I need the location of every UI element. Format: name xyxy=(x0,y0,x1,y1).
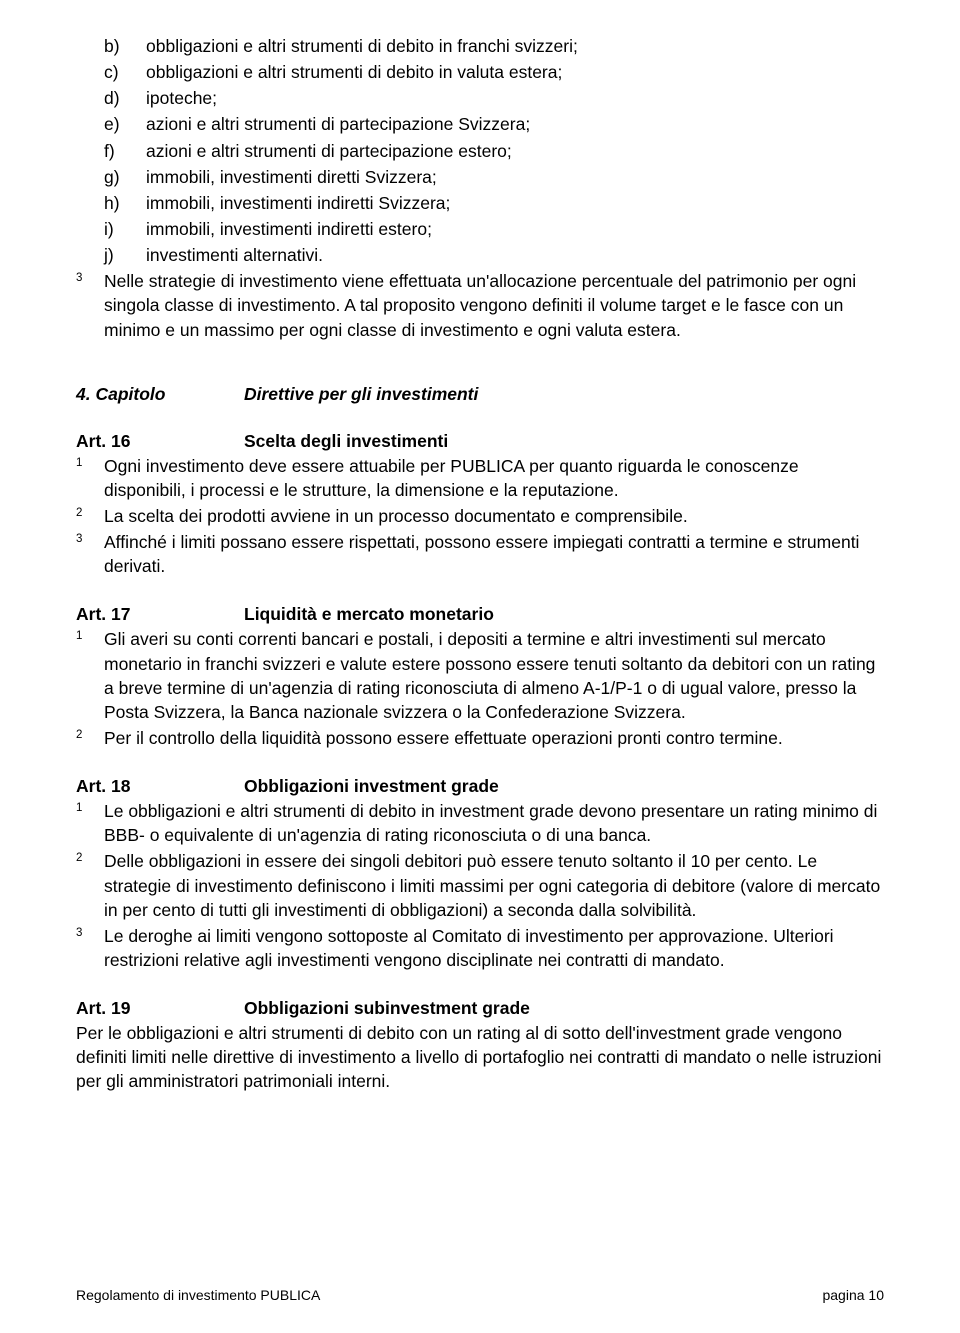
list-letter: f) xyxy=(104,139,146,163)
numbered-paragraph: 2 Per il controllo della liquidità posso… xyxy=(76,726,884,750)
list-letter: d) xyxy=(104,86,146,110)
paragraph-number: 3 xyxy=(76,924,104,972)
list-text: ipoteche; xyxy=(146,86,884,110)
numbered-paragraph: 1 Ogni investimento deve essere attuabil… xyxy=(76,454,884,502)
list-letter: b) xyxy=(104,34,146,58)
paragraph-number: 2 xyxy=(76,849,104,921)
paragraph-text: Gli averi su conti correnti bancari e po… xyxy=(104,627,884,724)
paragraph-number: 1 xyxy=(76,454,104,502)
paragraph-number: 1 xyxy=(76,799,104,847)
list-text: immobili, investimenti diretti Svizzera; xyxy=(146,165,884,189)
numbered-paragraph: 1 Gli averi su conti correnti bancari e … xyxy=(76,627,884,724)
chapter-heading: 4. Capitolo Direttive per gli investimen… xyxy=(76,384,884,405)
footer-left: Regolamento di investimento PUBLICA xyxy=(76,1287,320,1303)
paragraph-text: Nelle strategie di investimento viene ef… xyxy=(104,269,884,341)
paragraph-number: 2 xyxy=(76,504,104,528)
list-item: i) immobili, investimenti indiretti este… xyxy=(104,217,884,241)
article-heading: Art. 16 Scelta degli investimenti xyxy=(76,431,884,452)
paragraph-text: Le deroghe ai limiti vengono sottoposte … xyxy=(104,924,884,972)
list-item: e) azioni e altri strumenti di partecipa… xyxy=(104,112,884,136)
article-heading: Art. 18 Obbligazioni investment grade xyxy=(76,776,884,797)
paragraph-text: Le obbligazioni e altri strumenti di deb… xyxy=(104,799,884,847)
list-letter: h) xyxy=(104,191,146,215)
article-number: Art. 16 xyxy=(76,431,244,452)
list-item: d) ipoteche; xyxy=(104,86,884,110)
paragraph-number: 3 xyxy=(76,530,104,578)
paragraph-text: La scelta dei prodotti avviene in un pro… xyxy=(104,504,884,528)
article-title: Scelta degli investimenti xyxy=(244,431,448,452)
list-letter: i) xyxy=(104,217,146,241)
article-title: Obbligazioni subinvestment grade xyxy=(244,998,530,1019)
page-footer: Regolamento di investimento PUBLICA pagi… xyxy=(76,1287,884,1303)
list-letter: j) xyxy=(104,243,146,267)
numbered-paragraph: 3 Affinché i limiti possano essere rispe… xyxy=(76,530,884,578)
footer-right: pagina 10 xyxy=(822,1287,884,1303)
list-text: obbligazioni e altri strumenti di debito… xyxy=(146,60,884,84)
list-item: f) azioni e altri strumenti di partecipa… xyxy=(104,139,884,163)
chapter-number: 4. Capitolo xyxy=(76,384,244,405)
paragraph-number: 3 xyxy=(76,269,104,341)
article-heading: Art. 17 Liquidità e mercato monetario xyxy=(76,604,884,625)
list-text: obbligazioni e altri strumenti di debito… xyxy=(146,34,884,58)
numbered-paragraph: 2 Delle obbligazioni in essere dei singo… xyxy=(76,849,884,921)
list-text: immobili, investimenti indiretti Svizzer… xyxy=(146,191,884,215)
list-text: investimenti alternativi. xyxy=(146,243,884,267)
list-item: j) investimenti alternativi. xyxy=(104,243,884,267)
list-item: g) immobili, investimenti diretti Svizze… xyxy=(104,165,884,189)
list-item: b) obbligazioni e altri strumenti di deb… xyxy=(104,34,884,58)
list-item: c) obbligazioni e altri strumenti di deb… xyxy=(104,60,884,84)
article-title: Liquidità e mercato monetario xyxy=(244,604,494,625)
paragraph-text: Affinché i limiti possano essere rispett… xyxy=(104,530,884,578)
article-number: Art. 18 xyxy=(76,776,244,797)
paragraph-text: Per le obbligazioni e altri strumenti di… xyxy=(76,1021,884,1093)
paragraph-number: 1 xyxy=(76,627,104,724)
paragraph-text: Per il controllo della liquidità possono… xyxy=(104,726,884,750)
list-letter: c) xyxy=(104,60,146,84)
numbered-paragraph: 3 Le deroghe ai limiti vengono sottopost… xyxy=(76,924,884,972)
chapter-title: Direttive per gli investimenti xyxy=(244,384,478,405)
article-number: Art. 19 xyxy=(76,998,244,1019)
list-item: h) immobili, investimenti indiretti Sviz… xyxy=(104,191,884,215)
article-number: Art. 17 xyxy=(76,604,244,625)
paragraph-number: 2 xyxy=(76,726,104,750)
lettered-list: b) obbligazioni e altri strumenti di deb… xyxy=(104,34,884,267)
article-heading: Art. 19 Obbligazioni subinvestment grade xyxy=(76,998,884,1019)
paragraph-text: Delle obbligazioni in essere dei singoli… xyxy=(104,849,884,921)
page: b) obbligazioni e altri strumenti di deb… xyxy=(0,0,960,1333)
list-text: azioni e altri strumenti di partecipazio… xyxy=(146,139,884,163)
numbered-paragraph: 1 Le obbligazioni e altri strumenti di d… xyxy=(76,799,884,847)
list-text: immobili, investimenti indiretti estero; xyxy=(146,217,884,241)
list-letter: e) xyxy=(104,112,146,136)
paragraph-text: Ogni investimento deve essere attuabile … xyxy=(104,454,884,502)
article-title: Obbligazioni investment grade xyxy=(244,776,499,797)
numbered-paragraph: 2 La scelta dei prodotti avviene in un p… xyxy=(76,504,884,528)
list-text: azioni e altri strumenti di partecipazio… xyxy=(146,112,884,136)
list-letter: g) xyxy=(104,165,146,189)
numbered-paragraph: 3 Nelle strategie di investimento viene … xyxy=(76,269,884,341)
